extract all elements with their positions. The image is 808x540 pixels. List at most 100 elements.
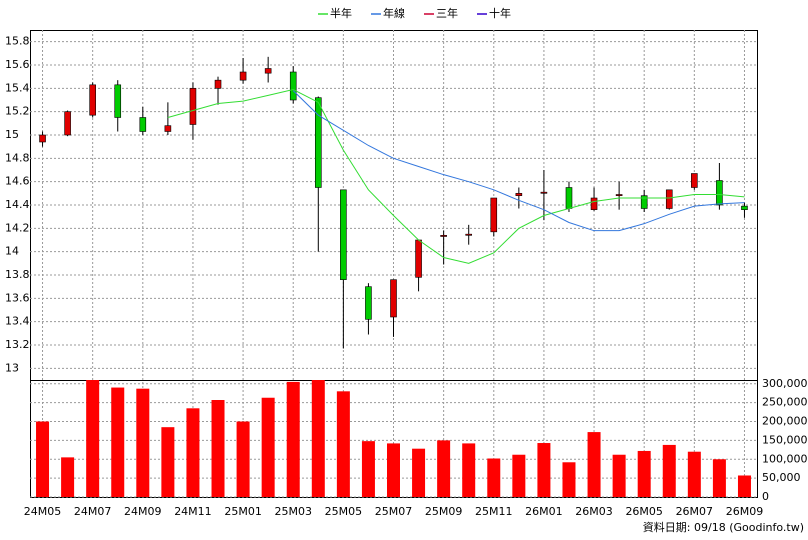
x-tick-label: 25M09 [425,505,463,518]
volume-bar [36,421,50,497]
candle-body [89,84,96,116]
candle-body [465,233,473,236]
candle-body [540,191,548,194]
candle-body [590,197,598,210]
volume-bar [61,457,75,497]
x-tick-label: 25M05 [325,505,363,518]
volume-bar [211,400,225,497]
volume-bar [161,427,175,497]
x-tick-label: 24M11 [174,505,212,518]
y-tick-label: 14.8 [5,151,30,164]
x-tick-label: 26M01 [525,505,563,518]
volume-bar [136,388,150,497]
volume-bar [286,381,300,497]
x-tick-label: 26M03 [575,505,613,518]
x-tick-label: 25M11 [475,505,513,518]
candle-body [365,286,372,320]
volume-bar [437,440,451,497]
y-tick-label: 15 [5,128,19,141]
volume-bar [462,443,476,497]
y-tick-label: 15.2 [5,105,30,118]
x-tick-label: 26M07 [676,505,714,518]
y-tick-label: 14.6 [5,175,30,188]
volume-bar [712,459,726,497]
volume-bar [336,391,350,497]
candle-body [189,88,197,125]
volume-bar [562,462,576,497]
candle-body [691,173,698,188]
y2-tick-label: 300,000 [762,377,808,390]
x-tick-label: 26M05 [625,505,663,518]
candle-body [340,189,347,280]
y-tick-label: 13 [5,361,19,374]
x-tick-label: 24M07 [74,505,112,518]
y-tick-label: 15.6 [5,58,30,71]
y-tick-label: 13.6 [5,291,30,304]
volume-bar [612,454,626,497]
volume-bar [487,458,501,497]
legend-label: 年線 [383,6,405,20]
y2-tick-label: 0 [762,490,769,503]
volume-bar [236,421,250,497]
volume-bar [311,380,325,497]
candle-body [314,97,322,188]
x-tick-label: 26M09 [726,505,764,518]
y2-tick-label: 100,000 [762,452,808,465]
legend-label: 半年 [330,6,352,20]
volume-bar [637,450,651,497]
legend-label: 十年 [489,6,511,20]
volume-bar [412,448,426,497]
y-tick-label: 13.8 [5,268,30,281]
candle-body [415,239,422,278]
y-tick-label: 14.4 [5,198,30,211]
volume-bar [512,454,526,497]
candle-body [390,279,397,318]
candle-body [64,111,71,136]
candle-body [139,117,147,132]
y-tick-label: 13.2 [5,338,30,351]
x-tick-label: 24M05 [24,505,62,518]
volume-bar [587,432,601,497]
y-tick-label: 15.8 [5,35,30,48]
volume-bar [662,444,676,497]
x-tick-label: 25M03 [274,505,312,518]
volume-bar [186,408,200,497]
x-tick-label: 25M07 [375,505,413,518]
y2-tick-label: 50,000 [762,471,801,484]
ma-line [167,88,745,264]
y-tick-label: 13.4 [5,315,30,328]
candle-body [239,71,247,81]
y2-tick-label: 250,000 [762,396,808,409]
candle-body [289,71,297,101]
candle-body [214,79,222,89]
y-tick-label: 14 [5,245,19,258]
x-tick-label: 25M01 [224,505,262,518]
candle-body [490,197,498,233]
x-tick-label: 24M09 [124,505,162,518]
volume-bar [537,443,551,497]
candle-body [114,84,122,118]
candle-body [716,180,723,206]
candle-body [39,134,46,143]
volume-bar [86,380,100,497]
y-tick-label: 15.4 [5,81,30,94]
candle-body [565,187,573,209]
ma-line [292,90,745,232]
volume-bar [387,443,400,497]
candle-body [615,194,623,196]
y-tick-label: 14.2 [5,221,30,234]
candle-body [665,189,673,209]
volume-bar [361,441,375,497]
candle-body [164,125,172,132]
volume-bar [737,475,751,497]
y2-tick-label: 200,000 [762,415,808,428]
candle-body [741,205,748,210]
y2-tick-label: 150,000 [762,433,808,446]
candle-body [640,195,648,209]
volume-bar [261,397,275,497]
volume-bar [111,387,125,497]
candle-body [440,235,447,237]
volume-bar [687,451,701,497]
